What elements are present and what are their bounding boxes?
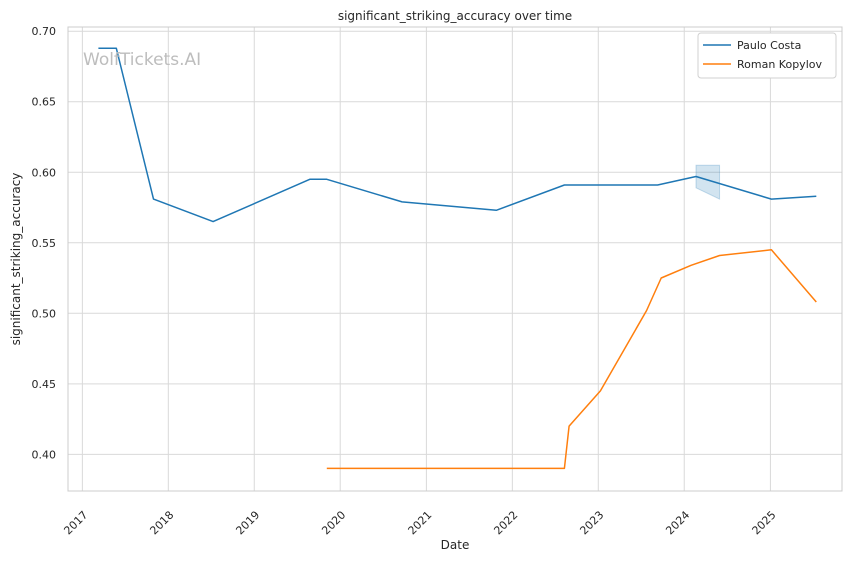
legend-label-paulo-costa: Paulo Costa bbox=[737, 39, 801, 52]
y-tick-label: 0.60 bbox=[32, 166, 57, 179]
x-tick-label: 2025 bbox=[750, 508, 779, 537]
chart-title: significant_striking_accuracy over time bbox=[338, 9, 572, 23]
series-line bbox=[326, 249, 817, 470]
x-tick-label: 2018 bbox=[147, 508, 176, 537]
legend-label-roman-kopylov: Roman Kopylov bbox=[737, 58, 822, 71]
y-tick-label: 0.65 bbox=[32, 96, 57, 109]
y-tick-label: 0.50 bbox=[32, 307, 57, 320]
x-tick-label: 2020 bbox=[319, 508, 348, 537]
plot-area-frame bbox=[67, 26, 843, 492]
x-axis-label: Date bbox=[441, 538, 470, 552]
legend-box bbox=[697, 32, 837, 79]
x-tick-label: 2024 bbox=[663, 508, 692, 537]
y-tick-label: 0.70 bbox=[32, 25, 57, 38]
confidence-band bbox=[695, 164, 721, 200]
confidence-bands bbox=[695, 164, 721, 200]
watermark: WolfTickets.AI bbox=[83, 50, 201, 70]
tick-labels: 0.40 0.45 0.50 0.55 0.60 0.65 0.70 2017 2018 2019… bbox=[32, 25, 779, 537]
x-tick-label: 2019 bbox=[233, 508, 262, 537]
grid bbox=[68, 27, 842, 491]
x-tick-label: 2022 bbox=[491, 508, 520, 537]
y-axis-label: significant_striking_accuracy bbox=[9, 173, 23, 346]
series-line bbox=[98, 47, 817, 223]
legend: Paulo Costa Roman Kopylov bbox=[697, 32, 837, 79]
y-tick-label: 0.40 bbox=[32, 448, 57, 461]
x-tick-label: 2017 bbox=[61, 508, 90, 537]
x-tick-label: 2023 bbox=[577, 508, 606, 537]
y-tick-label: 0.45 bbox=[32, 378, 57, 391]
x-tick-label: 2021 bbox=[406, 508, 435, 537]
y-tick-label: 0.55 bbox=[32, 237, 57, 250]
series-lines bbox=[98, 47, 817, 470]
